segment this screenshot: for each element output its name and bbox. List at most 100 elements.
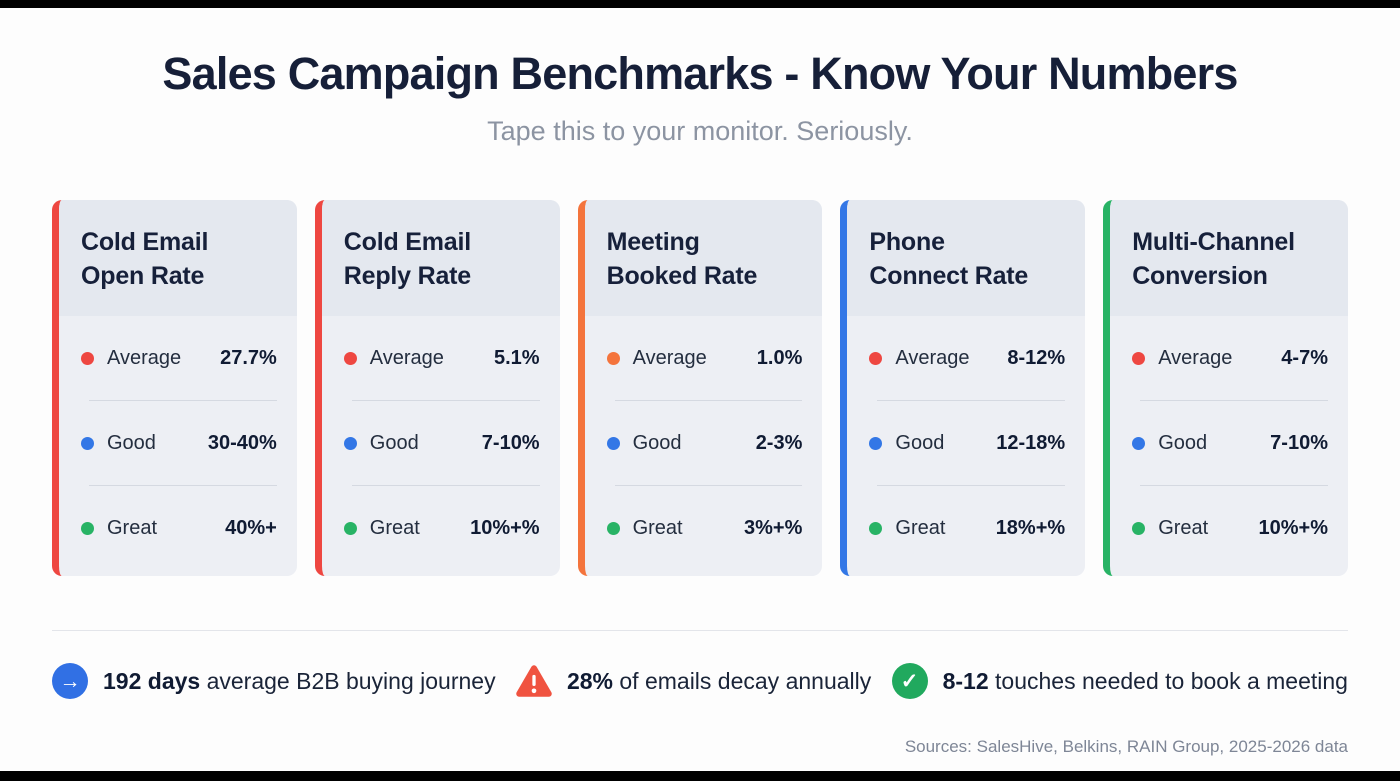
metric-label: Good — [632, 431, 682, 454]
warning-icon — [516, 664, 552, 698]
great-dot-icon — [81, 521, 94, 535]
metric-row-average: Average 1.0% — [606, 316, 803, 400]
metric-label: Average — [107, 346, 182, 369]
good-dot-icon — [343, 436, 357, 450]
good-dot-icon — [869, 436, 883, 450]
card-title: Cold Email Reply Rate — [343, 228, 472, 290]
metric-label: Good — [107, 431, 156, 454]
letterbox-bottom — [0, 771, 1400, 781]
good-dot-icon — [606, 436, 620, 450]
average-dot-icon — [606, 351, 620, 365]
average-dot-icon — [81, 351, 94, 365]
card-body: Average 4-7% Good 7-10% Great 10%+% — [1110, 316, 1348, 570]
metric-label: Great — [1158, 516, 1209, 539]
metric-row-good: Good 7-10% — [343, 401, 540, 485]
average-dot-icon — [1132, 351, 1146, 365]
good-dot-icon — [81, 436, 94, 450]
card-header: Phone Connect Rate — [847, 200, 1086, 316]
metric-value: 3%+% — [744, 516, 803, 539]
row-divider — [614, 400, 803, 401]
card-header: Cold Email Reply Rate — [321, 200, 560, 316]
card-body: Average 1.0% Good 2-3% Great 3%+% — [585, 316, 823, 570]
metric-row-average: Average 4-7% — [1132, 316, 1328, 400]
metric-label: Good — [1158, 431, 1208, 454]
metric-value: 10%+% — [1258, 516, 1328, 539]
metric-row-good: Good 30-40% — [81, 401, 277, 485]
metric-value: 5.1% — [494, 346, 540, 369]
stat-email-decay: 28% of emails decay annually — [516, 664, 872, 698]
page-title: Sales Campaign Benchmarks - Know Your Nu… — [162, 48, 1238, 99]
metric-value: 1.0% — [756, 346, 803, 369]
metric-value: 30-40% — [207, 431, 277, 454]
metric-row-good: Good 2-3% — [606, 401, 803, 485]
card-title: Multi-Channel Conversion — [1132, 228, 1295, 290]
metric-value: 8-12% — [1007, 346, 1066, 369]
metric-label: Average — [1158, 346, 1233, 369]
metric-value: 40%+ — [225, 516, 277, 539]
great-dot-icon — [869, 521, 883, 535]
metric-value: 27.7% — [220, 346, 277, 369]
card-header: Cold Email Open Rate — [59, 200, 297, 316]
card-cold-email-reply-rate: Cold Email Reply Rate Average 5.1% Good … — [314, 200, 560, 576]
average-dot-icon — [869, 351, 883, 365]
sources-attribution: Sources: SalesHive, Belkins, RAIN Group,… — [904, 737, 1348, 756]
metric-label: Great — [632, 516, 683, 539]
metric-row-great: Great 18%+% — [869, 486, 1065, 570]
metric-value: 12-18% — [996, 431, 1066, 454]
metric-row-average: Average 27.7% — [81, 316, 277, 400]
card-body: Average 27.7% Good 30-40% Great 40%+ — [59, 316, 297, 570]
metric-row-average: Average 8-12% — [869, 316, 1065, 400]
metric-row-good: Good 7-10% — [1132, 401, 1328, 485]
key-stats-row: → 192 days average B2B buying journey 28… — [52, 656, 1348, 706]
great-dot-icon — [343, 521, 357, 535]
metric-row-great: Great 3%+% — [606, 486, 803, 570]
metric-value: 2-3% — [755, 431, 803, 454]
check-icon: ✓ — [891, 663, 928, 699]
arrow-right-icon: → — [52, 663, 88, 699]
card-body: Average 8-12% Good 12-18% Great 18%+% — [847, 316, 1085, 570]
letterbox-top — [0, 0, 1400, 8]
stat-text: 192 days average B2B buying journey — [103, 667, 496, 694]
metric-row-great: Great 10%+% — [343, 486, 540, 570]
metric-row-good: Good 12-18% — [869, 401, 1065, 485]
benchmark-cards-row: Cold Email Open Rate Average 27.7% Good … — [52, 200, 1348, 576]
metric-label: Great — [107, 516, 158, 539]
great-dot-icon — [606, 521, 620, 535]
metric-label: Average — [895, 346, 970, 369]
card-title: Cold Email Open Rate — [81, 228, 209, 290]
metric-label: Average — [632, 346, 707, 369]
row-divider — [877, 400, 1066, 401]
row-divider — [1140, 485, 1328, 486]
row-divider — [89, 400, 277, 401]
good-dot-icon — [1132, 436, 1146, 450]
stat-text: 8-12 touches needed to book a meeting — [942, 667, 1348, 694]
card-body: Average 5.1% Good 7-10% Great 10%+% — [322, 316, 560, 570]
metric-row-average: Average 5.1% — [343, 316, 540, 400]
card-title: Meeting Booked Rate — [606, 228, 758, 290]
metric-value: 10%+% — [470, 516, 540, 539]
metric-value: 4-7% — [1281, 346, 1328, 369]
row-divider — [614, 485, 803, 486]
card-title: Phone Connect Rate — [869, 228, 1029, 290]
average-dot-icon — [343, 351, 357, 365]
stat-text: 28% of emails decay annually — [566, 667, 872, 694]
stat-touches-needed: ✓ 8-12 touches needed to book a meeting — [891, 663, 1348, 699]
row-divider — [89, 485, 277, 486]
metric-label: Great — [369, 516, 420, 539]
card-cold-email-open-rate: Cold Email Open Rate Average 27.7% Good … — [52, 200, 297, 576]
metric-row-great: Great 10%+% — [1132, 486, 1328, 570]
metric-label: Good — [895, 431, 945, 454]
row-divider — [351, 400, 540, 401]
metric-label: Great — [895, 516, 946, 539]
page-subtitle: Tape this to your monitor. Seriously. — [487, 116, 913, 146]
metric-value: 7-10% — [1270, 431, 1328, 454]
metric-row-great: Great 40%+ — [81, 486, 277, 570]
row-divider — [877, 485, 1066, 486]
card-multi-channel-conversion: Multi-Channel Conversion Average 4-7% Go… — [1103, 200, 1348, 576]
card-phone-connect-rate: Phone Connect Rate Average 8-12% Good 12… — [840, 200, 1086, 576]
metric-value: 18%+% — [995, 516, 1066, 539]
stat-buying-journey: → 192 days average B2B buying journey — [52, 663, 496, 699]
great-dot-icon — [1132, 521, 1146, 535]
footer-divider — [52, 630, 1348, 631]
